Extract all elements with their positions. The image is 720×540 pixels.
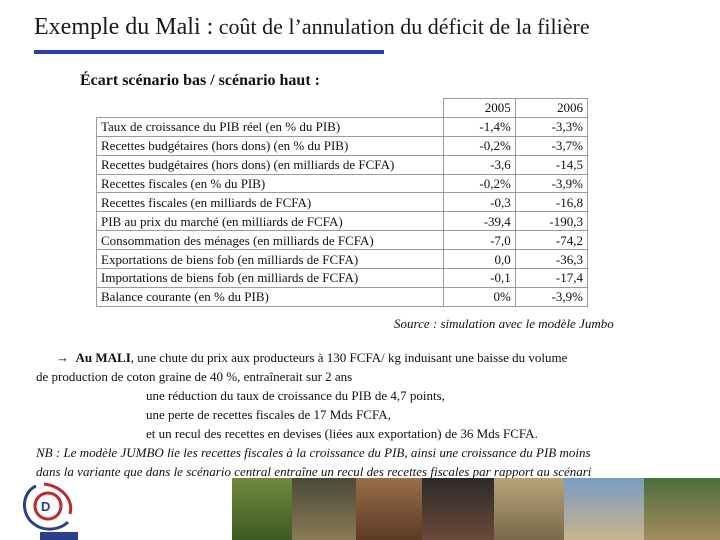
photo-landscape	[564, 478, 644, 540]
row-label: Consommation des ménages (en milliards d…	[96, 230, 444, 251]
commentary-line: → Au MALI, une chute du prix aux product…	[36, 348, 720, 367]
table-row: Recettes budgétaires (hors dons) (en % d…	[96, 135, 589, 156]
cell-2005: 0%	[442, 286, 516, 307]
column-header-2005: 2005	[442, 98, 516, 118]
dial-logo: D	[23, 482, 78, 540]
table-row: Importations de biens fob (en milliards …	[96, 268, 589, 288]
slide-title-main: Exemple du Mali :	[34, 14, 214, 40]
title-underline	[34, 50, 384, 54]
cell-2006: -74,2	[514, 230, 589, 251]
nb-note-line: NB : Le modèle JUMBO lie les recettes fi…	[36, 445, 591, 460]
cell-2005: -1,4%	[442, 116, 516, 137]
table-row: Recettes budgétaires (hors dons) (en mil…	[96, 154, 589, 175]
svg-text:D: D	[41, 499, 50, 514]
photo-strip	[232, 478, 720, 540]
cell-2006: -3,9%	[514, 173, 589, 194]
cell-2005: -0,2%	[442, 135, 516, 156]
row-label: Exportations de biens fob (en milliards …	[96, 249, 444, 270]
cell-2005: 0,0	[442, 249, 516, 270]
cell-2006: -190,3	[514, 211, 589, 232]
table-row: Balance courante (en % du PIB) 0% -3,9%	[96, 286, 589, 307]
cell-2006: -14,5	[514, 154, 589, 175]
cell-2005: -39,4	[442, 211, 516, 232]
table-row: Consommation des ménages (en milliards d…	[96, 230, 589, 251]
cell-2005: -0,2%	[442, 173, 516, 194]
table-row: PIB au prix du marché (en milliards de F…	[96, 211, 589, 232]
cell-2005: -7,0	[442, 230, 516, 251]
table-header-row: 2005 2006	[96, 98, 589, 118]
commentary: → Au MALI, une chute du prix aux product…	[36, 348, 720, 481]
commentary-line: et un recul des recettes en devises (lié…	[146, 426, 538, 441]
cell-2006: -36,3	[514, 249, 589, 270]
row-label: Recettes budgétaires (hors dons) (en mil…	[96, 154, 444, 175]
table-row: Recettes fiscales (en % du PIB) -0,2% -3,9…	[96, 173, 589, 194]
cell-2006: -16,8	[514, 192, 589, 213]
slide-title-rest: coût de l’annulation du déficit de la fi…	[213, 14, 590, 39]
row-label: Balance courante (en % du PIB)	[96, 286, 444, 307]
cell-2006: -3,3%	[514, 116, 589, 137]
row-label: Recettes fiscales (en milliards de FCFA)	[96, 192, 444, 213]
photo-crops	[644, 478, 720, 540]
row-label: Recettes fiscales (en % du PIB)	[96, 173, 444, 194]
commentary-line: une réduction du taux de croissance du P…	[146, 388, 445, 403]
table-row: Recettes fiscales (en milliards de FCFA)…	[96, 192, 589, 213]
nb-note-line: dans la variante que dans le scénario ce…	[36, 464, 592, 479]
row-label: Importations de biens fob (en milliards …	[96, 268, 444, 288]
arrow-right-icon: →	[56, 350, 69, 365]
table-row: Exportations de biens fob (en milliards …	[96, 249, 589, 270]
table-corner	[96, 98, 444, 118]
commentary-line: de production de coton graine de 40 %, e…	[36, 369, 353, 384]
slide-title: Exemple du Mali : coût de l’annulation d…	[34, 14, 590, 41]
commentary-line: une perte de recettes fiscales de 17 Mds…	[146, 407, 391, 422]
cell-2005: -3,6	[442, 154, 516, 175]
row-label: Taux de croissance du PIB réel (en % du …	[96, 116, 444, 137]
photo-field	[232, 478, 292, 540]
commentary-text: , une chute du prix aux producteurs à 13…	[130, 350, 568, 365]
photo-village	[292, 478, 356, 540]
table-subtitle: Écart scénario bas / scénario haut :	[80, 72, 320, 89]
cell-2005: -0,1	[442, 268, 516, 288]
cell-2006: -17,4	[514, 268, 589, 288]
photo-market	[494, 478, 564, 540]
results-table: 2005 2006 Taux de croissance du PIB réel…	[96, 98, 589, 307]
cell-2005: -0,3	[442, 192, 516, 213]
table-row: Taux de croissance du PIB réel (en % du …	[96, 116, 589, 137]
column-header-2006: 2006	[514, 98, 589, 118]
photo-portrait	[422, 478, 494, 540]
row-label: Recettes budgétaires (hors dons) (en % d…	[96, 135, 444, 156]
source-note: Source : simulation avec le modèle Jumbo	[394, 316, 614, 331]
photo-people	[356, 478, 422, 540]
cell-2006: -3,7%	[514, 135, 589, 156]
country-lead: Au MALI	[75, 350, 131, 365]
cell-2006: -3,9%	[514, 286, 589, 307]
row-label: PIB au prix du marché (en milliards de F…	[96, 211, 444, 232]
